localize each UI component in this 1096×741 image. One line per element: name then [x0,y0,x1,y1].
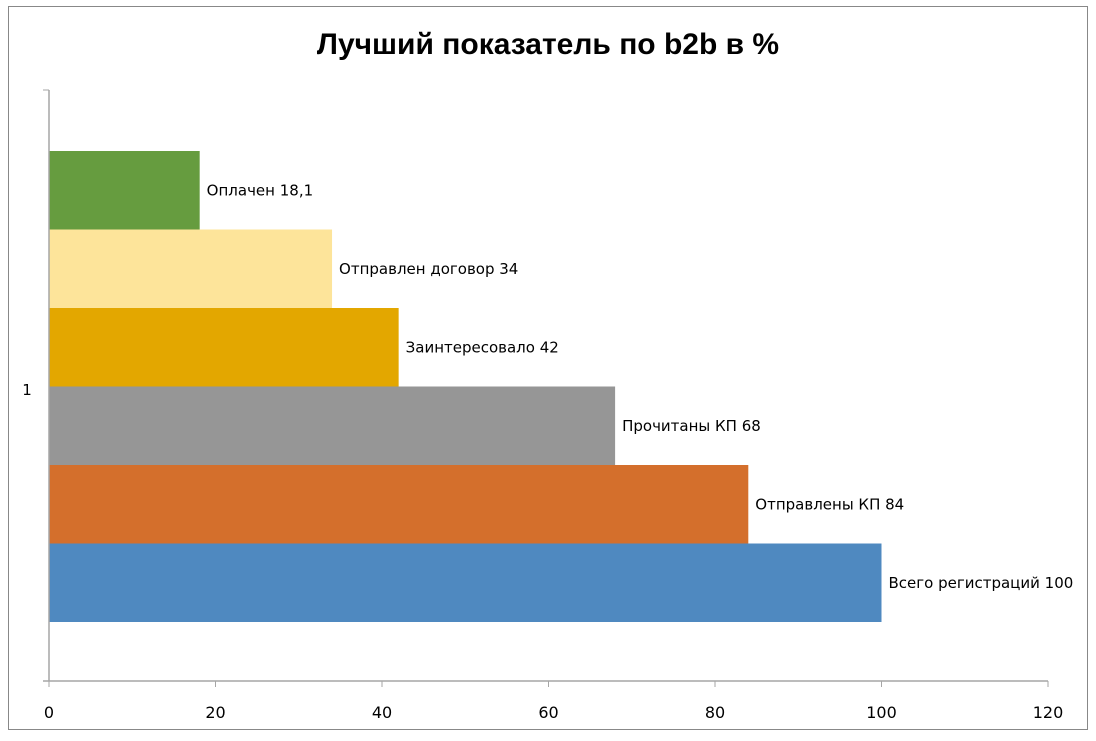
bar [49,308,399,387]
data-label: Всего регистраций 100 [889,574,1074,592]
bar [49,386,616,465]
bar [49,229,333,308]
bar [49,543,882,622]
y-category-label: 1 [22,381,32,399]
x-tick-label: 100 [866,703,897,722]
data-label: Отправлен договор 34 [339,260,518,278]
x-tick-label: 40 [372,703,392,722]
bar [49,151,200,230]
chart-title: Лучший показатель по b2b в % [316,28,780,61]
x-tick-label: 20 [205,703,225,722]
chart-frame [8,6,1088,730]
x-tick-label: 0 [44,703,54,722]
x-tick-label: 120 [1033,703,1064,722]
data-label: Отправлены КП 84 [755,495,904,513]
x-tick-label: 60 [538,703,558,722]
data-label: Заинтересовало 42 [406,338,559,356]
data-label: Оплачен 18,1 [207,181,313,199]
bar [49,465,749,544]
data-label: Прочитаны КП 68 [622,417,761,435]
x-tick-label: 80 [705,703,725,722]
